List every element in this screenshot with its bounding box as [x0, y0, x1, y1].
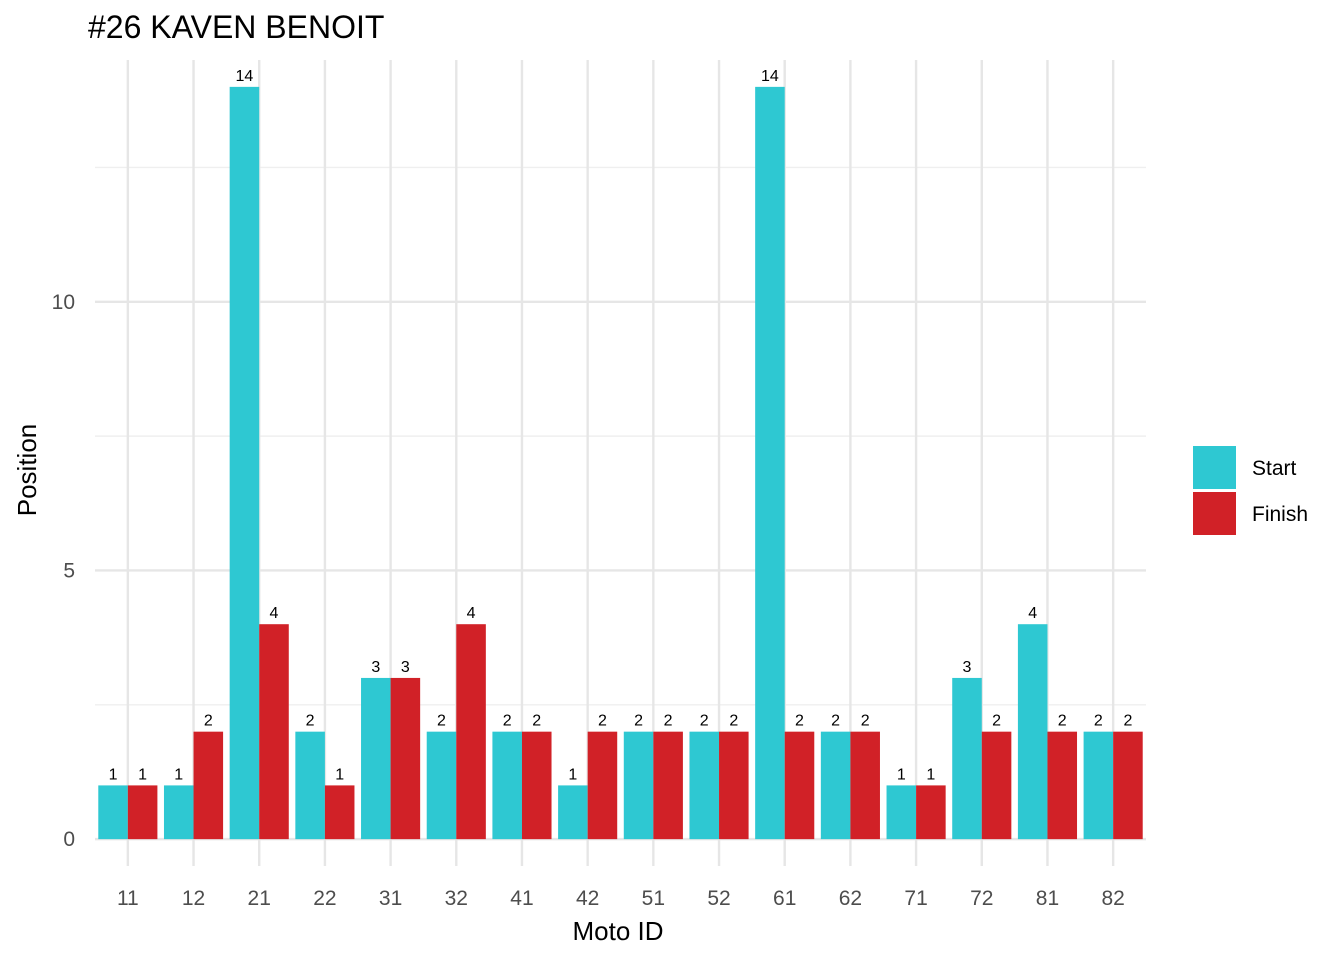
bar-value-label: 2: [1123, 713, 1132, 730]
bar-value-label: 2: [831, 713, 840, 730]
bar-value-label: 2: [1058, 713, 1067, 730]
y-axis-ticks: 0 5 10: [52, 291, 75, 851]
x-tick-label: 81: [1036, 887, 1059, 910]
x-axis-ticks: 11 12 21 22 31 32 41 42 51 52 61 62 71 72 81 82: [117, 887, 1125, 910]
bar-start-62: [820, 731, 851, 840]
bar-start-41: [492, 731, 522, 840]
x-tick-label: 12: [182, 887, 205, 910]
x-tick-label: 11: [117, 887, 139, 910]
bar-value-label: 1: [926, 766, 935, 783]
bar-start-72: [952, 677, 982, 840]
bar-value-label: 14: [761, 68, 779, 85]
bar-value-label: 3: [371, 659, 380, 676]
bar-finish-52: [719, 731, 749, 840]
bar-finish-12: [193, 731, 224, 840]
bar-value-label: 1: [897, 766, 906, 783]
bar-value-label: 4: [1028, 605, 1037, 622]
bar-start-12: [163, 785, 194, 840]
bar-finish-82: [1113, 731, 1143, 840]
x-tick-label: 42: [576, 887, 599, 910]
bar-finish-21: [259, 624, 289, 840]
bar-value-label: 1: [174, 766, 183, 783]
bar-value-label: 2: [503, 713, 512, 730]
bar-finish-11: [127, 785, 158, 840]
bar-start-31: [361, 677, 391, 840]
legend-label-finish: Finish: [1252, 503, 1308, 526]
bar-finish-31: [390, 677, 421, 840]
legend-label-start: Start: [1252, 457, 1297, 480]
chart-title: #26 KAVEN BENOIT: [88, 9, 384, 45]
bar-finish-81: [1047, 731, 1078, 840]
bars: [98, 86, 1143, 840]
x-tick-label: 22: [313, 887, 336, 910]
x-tick-label: 71: [904, 887, 927, 910]
bar-start-71: [886, 785, 917, 840]
bar-labels: 1 1 1 2 14 4 2 1 3 3 2 4 2 2 1 2 2 2 2 2 14 2 2 2 1 1 3 2 4 2 2 2: [109, 68, 1133, 784]
bar-start-51: [623, 731, 654, 840]
bar-finish-62: [850, 731, 880, 840]
bar-start-82: [1083, 731, 1114, 840]
bar-value-label: 1: [138, 766, 147, 783]
bar-start-22: [295, 731, 325, 840]
x-tick-label: 21: [248, 887, 271, 910]
bar-value-label: 2: [700, 713, 709, 730]
bar-value-label: 4: [270, 605, 279, 622]
bar-start-52: [689, 731, 720, 840]
bar-value-label: 2: [634, 713, 643, 730]
bar-finish-42: [587, 731, 618, 840]
bar-start-42: [558, 785, 588, 840]
x-tick-label: 82: [1101, 887, 1124, 910]
bar-finish-41: [521, 731, 552, 840]
bar-value-label: 2: [861, 713, 870, 730]
bar-finish-71: [916, 785, 946, 840]
bar-start-81: [1017, 624, 1048, 840]
x-tick-label: 31: [379, 887, 402, 910]
x-tick-label: 41: [510, 887, 533, 910]
bar-value-label: 2: [992, 713, 1001, 730]
bar-finish-72: [981, 731, 1012, 840]
legend-key-start: [1193, 446, 1236, 489]
bar-value-label: 2: [729, 713, 738, 730]
bar-value-label: 2: [532, 713, 541, 730]
bar-value-label: 2: [204, 713, 213, 730]
x-tick-label: 52: [707, 887, 730, 910]
bar-value-label: 3: [963, 659, 972, 676]
bar-value-label: 2: [795, 713, 804, 730]
bar-value-label: 14: [236, 68, 254, 85]
bar-finish-32: [456, 624, 486, 840]
legend-key-finish: [1193, 492, 1236, 535]
y-tick-label: 10: [52, 291, 75, 314]
y-tick-label: 5: [63, 559, 75, 582]
legend: Start Finish: [1193, 446, 1308, 535]
x-tick-label: 62: [839, 887, 862, 910]
y-axis-title: Position: [12, 424, 42, 517]
bar-finish-51: [653, 731, 683, 840]
bar-finish-61: [784, 731, 815, 840]
x-tick-label: 72: [970, 887, 993, 910]
y-tick-label: 0: [63, 828, 75, 851]
bar-start-61: [755, 86, 785, 840]
bar-value-label: 4: [467, 605, 476, 622]
x-tick-label: 32: [445, 887, 468, 910]
bar-start-32: [426, 731, 457, 840]
x-axis-title: Moto ID: [572, 916, 663, 946]
bar-value-label: 1: [109, 766, 118, 783]
x-tick-label: 51: [642, 887, 665, 910]
bar-start-11: [98, 785, 128, 840]
bar-value-label: 2: [306, 713, 315, 730]
bar-finish-22: [324, 785, 355, 840]
bar-value-label: 2: [437, 713, 446, 730]
bar-value-label: 3: [401, 659, 410, 676]
bar-value-label: 1: [568, 766, 577, 783]
x-tick-label: 61: [773, 887, 796, 910]
bar-value-label: 2: [664, 713, 673, 730]
bar-start-21: [229, 86, 260, 840]
bar-value-label: 2: [1094, 713, 1103, 730]
bar-value-label: 2: [598, 713, 607, 730]
bar-value-label: 1: [335, 766, 344, 783]
